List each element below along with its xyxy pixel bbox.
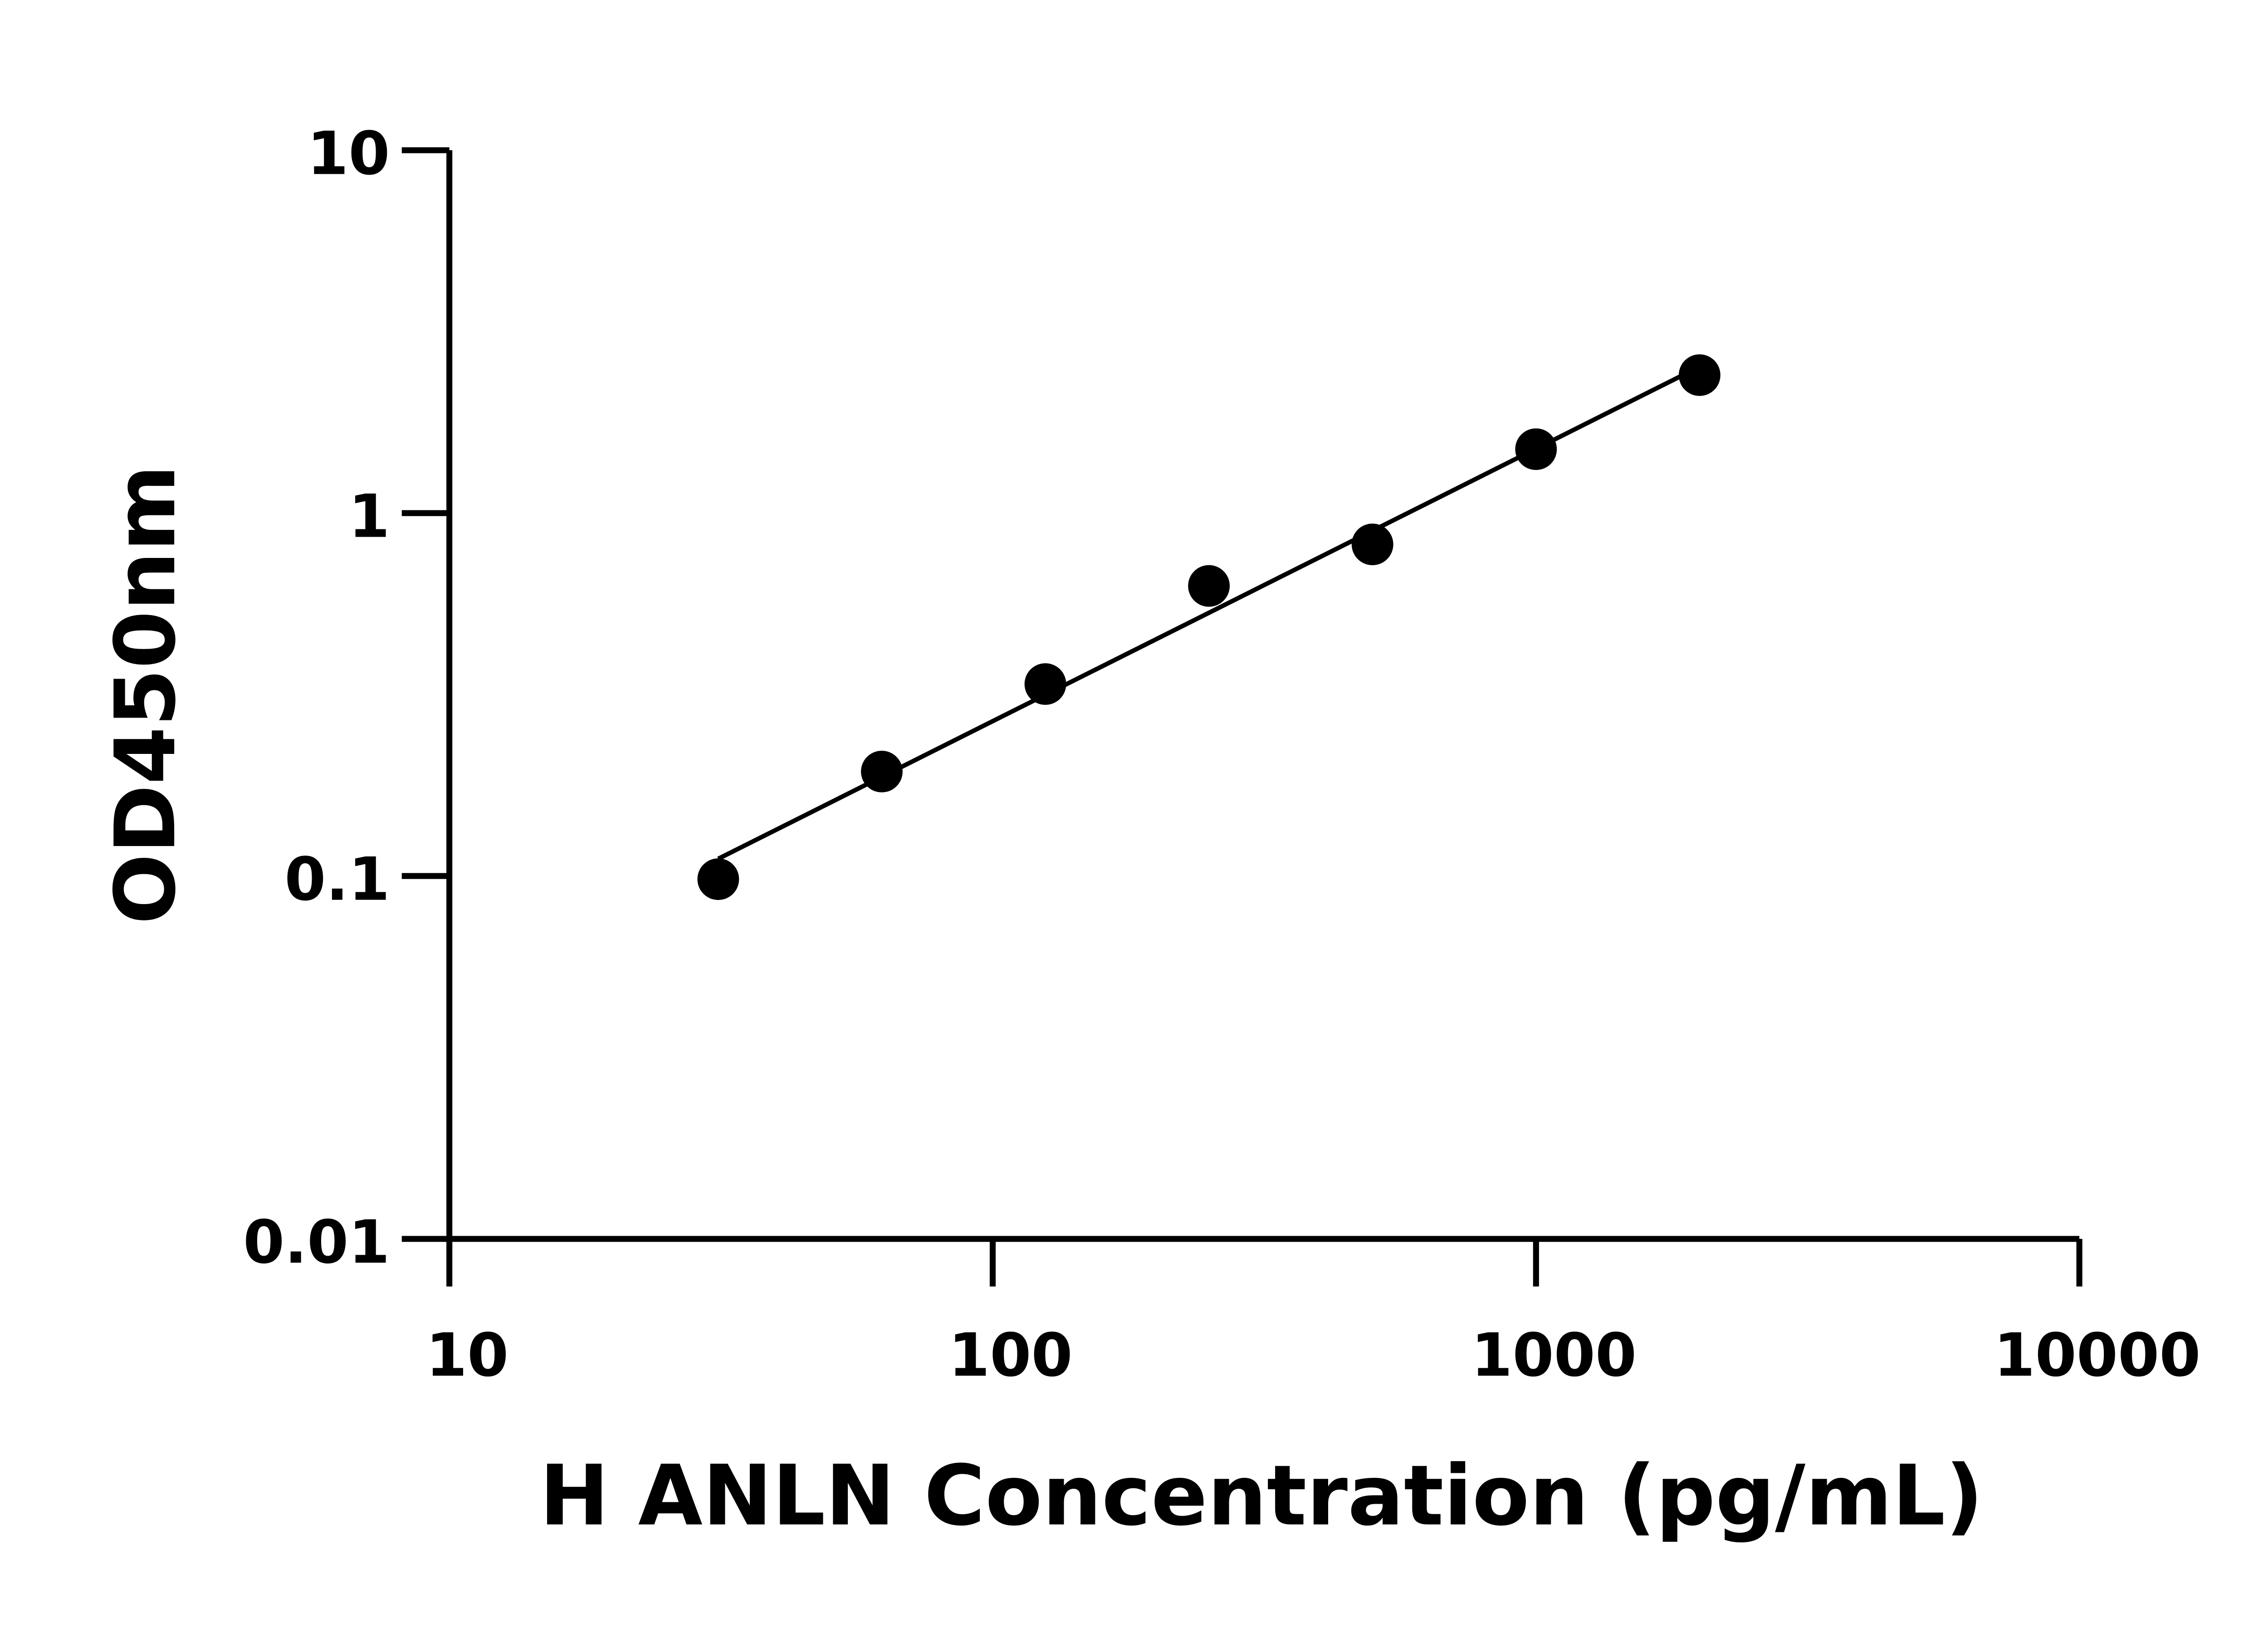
data-points [697,354,1721,900]
y-tick-label: 0.01 [243,1208,390,1277]
tick-labels: 10 100 1000 10000 0.01 0.1 1 10 [243,119,2201,1390]
y-tick-label: 0.1 [284,845,390,914]
data-point [1188,565,1230,607]
data-point [1678,354,1721,396]
x-tick-label: 10000 [1994,1320,2200,1390]
y-tick-label: 1 [348,482,390,551]
data-point [1351,523,1393,565]
x-tick-label: 1000 [1471,1320,1637,1390]
data-point [861,751,903,792]
x-tick-label: 100 [948,1320,1073,1390]
data-point [1024,663,1066,705]
y-tick-label: 10 [307,119,390,188]
x-axis-label: H ANLN Concentration (pg/mL) [539,1448,1983,1545]
data-point [1515,428,1557,470]
y-axis-label: OD450nm [98,464,194,924]
data-point [697,858,739,900]
axes [401,147,2082,1287]
x-tick-label: 10 [426,1320,508,1390]
